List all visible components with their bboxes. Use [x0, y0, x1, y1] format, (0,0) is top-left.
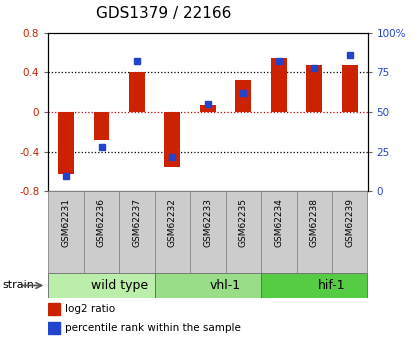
Bar	[94, 112, 110, 140]
Text: GSM62235: GSM62235	[239, 198, 248, 247]
Text: GSM62232: GSM62232	[168, 198, 177, 247]
Bar	[48, 191, 84, 273]
Text: strain: strain	[2, 280, 34, 290]
Bar	[48, 303, 60, 315]
Bar	[165, 112, 181, 167]
Bar	[200, 105, 216, 112]
Bar	[155, 273, 261, 298]
Bar	[155, 191, 190, 273]
Bar	[297, 191, 332, 273]
Bar	[261, 273, 368, 298]
Bar	[261, 191, 297, 273]
Bar	[226, 191, 261, 273]
Text: GSM62239: GSM62239	[345, 198, 354, 247]
Bar	[48, 273, 155, 298]
Text: vhl-1: vhl-1	[210, 279, 241, 292]
Bar	[306, 65, 322, 112]
Bar	[332, 191, 368, 273]
Bar	[190, 191, 226, 273]
Text: GSM62231: GSM62231	[62, 198, 71, 247]
Bar	[271, 58, 287, 112]
Text: GDS1379 / 22166: GDS1379 / 22166	[96, 6, 231, 21]
Bar	[235, 80, 251, 112]
Text: GSM62237: GSM62237	[132, 198, 142, 247]
Text: GSM62233: GSM62233	[203, 198, 213, 247]
Bar	[48, 322, 60, 334]
Text: GSM62238: GSM62238	[310, 198, 319, 247]
Bar	[129, 72, 145, 112]
Text: GSM62236: GSM62236	[97, 198, 106, 247]
Bar	[58, 112, 74, 174]
Text: GSM62234: GSM62234	[274, 198, 284, 247]
Text: percentile rank within the sample: percentile rank within the sample	[65, 323, 241, 333]
Text: hif-1: hif-1	[318, 279, 346, 292]
Bar	[84, 191, 119, 273]
Text: wild type: wild type	[91, 279, 148, 292]
Text: log2 ratio: log2 ratio	[65, 304, 115, 314]
Bar	[342, 65, 358, 112]
Bar	[119, 191, 155, 273]
